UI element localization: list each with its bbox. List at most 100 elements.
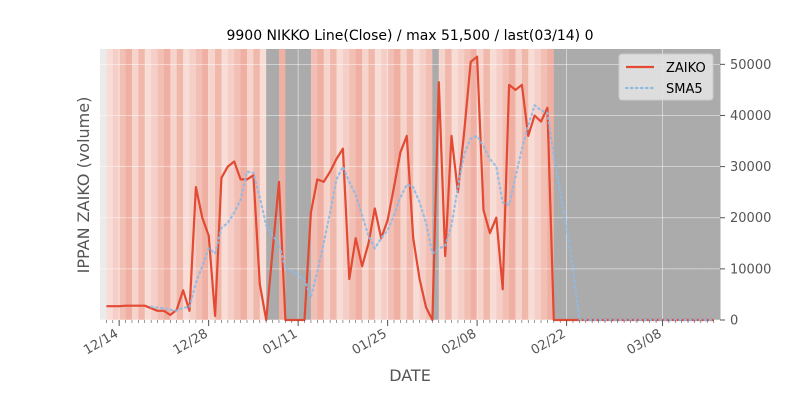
background-band [106,49,114,320]
chart-title: 9900 NIKKO Line(Close) / max 51,500 / la… [226,28,593,44]
background-bands [100,49,721,320]
background-band [630,49,638,320]
background-band [131,49,139,320]
background-band [419,49,427,320]
background-band [604,49,612,320]
y-tick-label: 20000 [730,211,771,226]
background-band [662,49,670,320]
background-band [362,49,369,320]
background-band [611,49,619,320]
background-band [400,49,408,320]
background-band [509,49,516,320]
background-band [323,49,331,320]
background-band [227,49,235,320]
background-band [579,49,587,320]
background-band [342,49,350,320]
background-band [285,49,293,320]
background-band [144,49,152,320]
background-band [176,49,184,320]
background-band [349,49,357,320]
background-band [202,49,210,320]
background-band [112,49,120,320]
background-band [387,49,395,320]
y-tick-label: 30000 [730,160,771,175]
background-band [425,49,433,320]
background-band [464,49,472,320]
background-band [157,49,165,320]
background-band [636,49,644,320]
background-band [413,49,421,320]
background-band [189,49,197,320]
background-band [553,49,561,320]
background-band [694,49,702,320]
background-band [304,49,312,320]
background-band [221,49,229,320]
background-band [541,49,548,320]
background-band [566,49,574,320]
background-band [592,49,600,320]
background-band [259,49,267,320]
background-band [310,49,318,320]
background-band [291,49,299,320]
background-band [483,49,491,320]
y-tick-label: 0 [730,314,738,329]
background-band [489,49,497,320]
background-band [668,49,676,320]
background-band [330,49,337,320]
background-band [119,49,127,320]
y-axis-ticks: 0 10000 20000 30000 40000 50000 [720,58,771,329]
y-tick-label: 50000 [730,58,771,73]
background-band [547,49,555,320]
background-band [707,49,715,320]
background-band [649,49,657,320]
background-band [617,49,625,320]
background-band [457,49,465,320]
background-band [688,49,695,320]
background-band [208,49,216,320]
background-band [247,49,254,320]
y-tick-label: 10000 [730,262,771,277]
background-band [163,49,171,320]
background-band [151,49,159,320]
x-tick-label: 12/28 [171,326,211,358]
legend-label-zaiko: ZAIKO [666,61,706,76]
background-band [598,49,606,320]
background-band [336,49,344,320]
background-band [234,49,242,320]
background-band [374,49,382,320]
background-band [394,49,401,320]
legend: ZAIKO SMA5 [618,53,714,101]
series-line-zaiko [106,55,714,322]
series-lines [106,55,715,322]
x-tick-label: 12/14 [81,326,121,358]
background-band [317,49,325,320]
background-band [572,49,580,320]
x-tick-label: 01/25 [350,326,390,358]
background-band [215,49,222,320]
x-tick-label: 02/22 [529,326,569,358]
series-line-sma5 [150,104,715,322]
background-band [624,49,632,320]
y-tick-label: 40000 [730,109,771,124]
x-axis-label: DATE [389,366,431,385]
background-band [585,49,593,320]
background-band [138,49,146,320]
background-band [355,49,363,320]
background-band [170,49,178,320]
x-tick-label: 03/08 [625,326,665,358]
background-band [266,49,274,320]
background-band [195,49,203,320]
background-band [534,49,542,320]
background-band [253,49,261,320]
background-band [515,49,523,320]
background-band [368,49,376,320]
x-axis-ticks: 12/14 12/28 01/11 01/25 02/08 02/22 03/08 [81,320,714,358]
x-tick-label: 02/08 [439,326,479,358]
background-band [451,49,459,320]
background-band [656,49,663,320]
y-axis-label: IPPAN ZAIKO (volume) [74,97,93,274]
background-band [675,49,683,320]
background-band [643,49,651,320]
